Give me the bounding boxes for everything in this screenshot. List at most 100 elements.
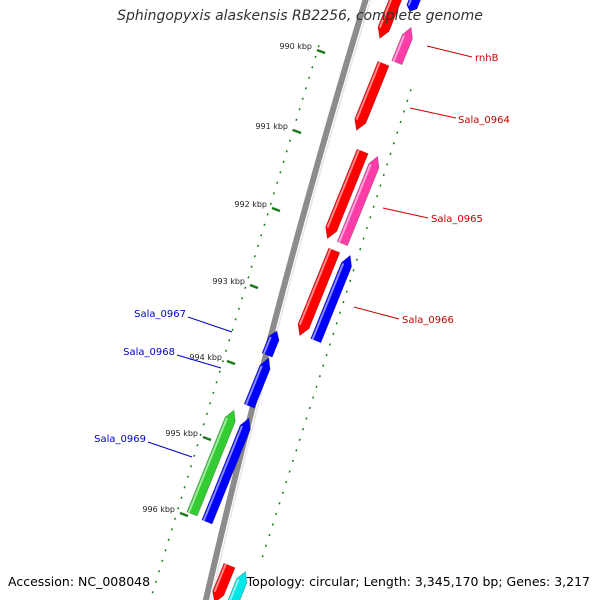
gene-arrow-rnhB-sheen [378, 0, 393, 28]
gene-label: Sala_0968 [123, 347, 175, 358]
minor-tick [311, 66, 314, 69]
minor-tick [250, 265, 253, 268]
gene-arrow-sala-0969-sheen [202, 425, 243, 521]
gene-arrow-sala-0967-sheen [262, 336, 272, 355]
minor-tick [225, 349, 228, 352]
tick-label: 990 kbp [279, 42, 312, 51]
minor-tick [269, 202, 272, 205]
gene-arrow-sala-0968-sheen [245, 365, 263, 406]
minor-tick [189, 465, 193, 468]
minor-tick [345, 290, 348, 293]
tick-label: 995 kbp [165, 429, 198, 438]
backbone-line [202, 0, 369, 600]
minor-tick [352, 269, 355, 272]
minor-tick [221, 360, 224, 363]
minor-tick [288, 139, 292, 142]
minor-tick [318, 375, 321, 378]
gene-arrow-sala-0965-sheen [326, 149, 360, 229]
minor-tick [183, 486, 186, 489]
gene-label: Sala_0967 [134, 309, 186, 320]
minor-tick [288, 470, 291, 473]
minor-tick [158, 570, 161, 573]
major-tick [292, 128, 302, 135]
minor-tick [164, 549, 167, 552]
major-tick [226, 359, 236, 366]
minor-tick [298, 438, 301, 441]
minor-tick [285, 480, 288, 484]
minor-tick [317, 45, 320, 48]
gene-label-leader [353, 306, 400, 320]
gene-arrow-sala-0966-sheen [298, 248, 332, 326]
minor-tick [365, 226, 369, 230]
minor-tick [375, 194, 379, 198]
accession-text: Accession: NC_008048 [8, 574, 151, 589]
minor-tick [389, 152, 392, 156]
minor-tick [247, 276, 250, 279]
minor-tick [154, 580, 157, 583]
major-tick [179, 511, 189, 518]
minor-tick [260, 234, 263, 237]
minor-tick [256, 244, 260, 247]
minor-tick [231, 328, 234, 331]
minor-tick [396, 131, 399, 134]
gene-arrow-pink-2-sheen [338, 164, 372, 243]
minor-tick [382, 173, 385, 177]
minor-tick [268, 533, 271, 537]
gene-label: Sala_0964 [458, 115, 510, 126]
minor-tick [263, 223, 266, 226]
minor-tick [264, 544, 268, 547]
minor-tick [322, 364, 325, 367]
minor-tick [406, 99, 409, 103]
minor-tick [335, 322, 338, 325]
minor-tick [301, 97, 304, 100]
minor-tick [304, 87, 307, 90]
minor-tick [177, 507, 180, 510]
tick-label: 991 kbp [255, 122, 288, 131]
minor-tick [338, 311, 342, 314]
minor-tick [409, 89, 412, 92]
minor-tick [308, 406, 311, 410]
minor-tick [355, 258, 358, 261]
minor-tick [193, 454, 196, 457]
minor-tick [314, 55, 317, 58]
minor-tick [173, 517, 177, 520]
minor-tick [305, 417, 308, 420]
topology-summary: Topology: circular; Length: 3,345,170 bp… [246, 574, 590, 589]
minor-tick [199, 433, 202, 436]
minor-tick [379, 184, 382, 187]
minor-tick [276, 181, 279, 184]
minor-tick [244, 286, 247, 289]
gene-arrow-sala-0967 [261, 330, 280, 358]
major-tick [271, 206, 281, 213]
minor-tick [180, 496, 183, 499]
minor-tick [151, 591, 154, 594]
minor-tick [399, 120, 402, 124]
minor-tick [261, 555, 264, 558]
gene-arrow-cyan-sheen [229, 579, 240, 600]
minor-tick [266, 213, 269, 216]
minor-tick [186, 475, 189, 478]
gene-arrow-green-sheen [187, 417, 228, 513]
major-tick [316, 48, 326, 55]
minor-tick [237, 307, 240, 310]
minor-tick [282, 160, 285, 163]
minor-tick [312, 396, 315, 399]
minor-tick [369, 216, 372, 219]
minor-tick [212, 391, 215, 394]
gene-arrow-sala-0964-sheen [355, 61, 381, 120]
minor-tick [349, 279, 352, 283]
minor-tick [279, 171, 282, 174]
minor-tick [209, 402, 212, 405]
minor-tick [308, 76, 311, 79]
gene-arrow-blue-sheen [407, 0, 412, 7]
gene-label: Sala_0969 [94, 434, 146, 445]
gene-label-leader [147, 441, 193, 458]
minor-tick [253, 255, 256, 258]
minor-tick [170, 528, 173, 531]
minor-tick [328, 343, 332, 346]
gene-label: rnhB [475, 53, 499, 64]
minor-tick [315, 385, 318, 389]
minor-tick [228, 339, 231, 342]
minor-tick [372, 205, 375, 208]
